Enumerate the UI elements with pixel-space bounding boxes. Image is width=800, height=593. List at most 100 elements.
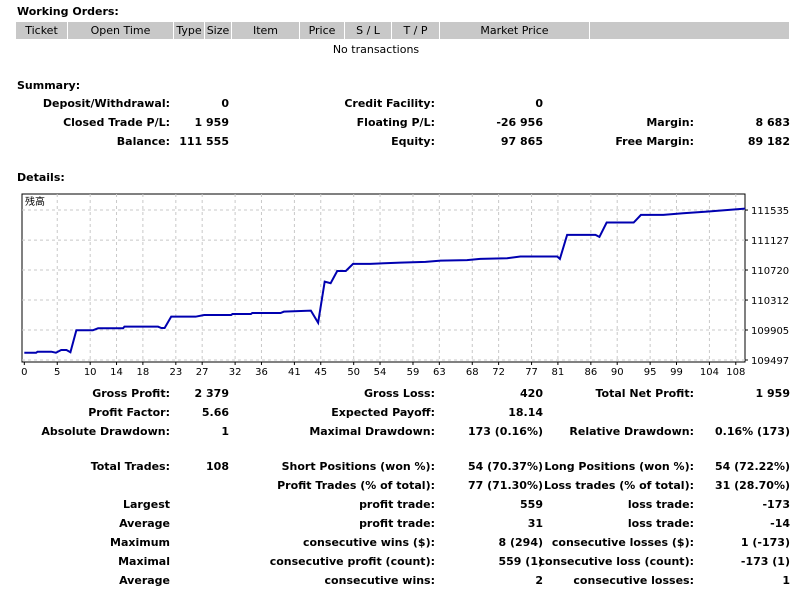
stats-row: Profit Trades (% of total): 77 (71.30%) Lo… [0, 476, 800, 495]
stat-label: consecutive losses ($): [551, 536, 694, 549]
x-tick-label: 36 [255, 367, 268, 378]
stat-label: Largest [123, 498, 170, 511]
x-tick-label: 59 [407, 367, 420, 378]
stat-label: Profit Factor: [88, 406, 170, 419]
stats-row: Largest profit trade: 559 loss trade: -173 [0, 495, 800, 514]
stat-label: Deposit/Withdrawal: [42, 97, 170, 110]
stat-value: 1 (-173) [740, 536, 790, 549]
stats-row: Deposit/Withdrawal: 0 Credit Facility: 0 [0, 94, 800, 113]
column-header[interactable]: S / L [345, 22, 392, 39]
x-tick-label: 86 [584, 367, 597, 378]
stat-value: -173 [762, 498, 790, 511]
stat-value: 111 555 [179, 135, 229, 148]
stat-value: 31 [527, 517, 543, 530]
y-tick-label: 111127 [751, 236, 789, 247]
stats-row: Maximum consecutive wins ($): 8 (294) conse… [0, 533, 800, 552]
stat-value: 5.66 [201, 406, 229, 419]
stat-label: Relative Drawdown: [569, 425, 694, 438]
x-tick-label: 63 [433, 367, 446, 378]
stats-row: Gross Profit: 2 379 Gross Loss: 420 Total Ne… [0, 384, 800, 403]
stat-value: 54 (72.22%) [714, 460, 790, 473]
column-header[interactable]: Price [300, 22, 345, 39]
stat-label: consecutive wins ($): [302, 536, 435, 549]
stat-label: Absolute Drawdown: [41, 425, 170, 438]
stats-row: Average profit trade: 31 loss trade: -14 [0, 514, 800, 533]
stat-value: 31 (28.70%) [714, 479, 790, 492]
column-header[interactable]: Open Time [68, 22, 174, 39]
stat-value: 8 (294) [498, 536, 544, 549]
no-transactions-text: No transactions [332, 43, 420, 56]
stat-value: 1 [221, 425, 229, 438]
column-header[interactable]: Type [174, 22, 205, 39]
column-header[interactable]: T / P [392, 22, 440, 39]
column-header[interactable]: Size [205, 22, 232, 39]
x-tick-label: 54 [374, 367, 387, 378]
balance-chart: 0 5 10 14 18 23 27 32 36 41 45 50 54 59 63 68 72 77 81 86 90… [21, 193, 789, 378]
stat-label: Margin: [646, 116, 694, 129]
column-header[interactable]: Item [232, 22, 300, 39]
stat-label: loss trade: [627, 498, 694, 511]
stat-label: loss trade: [627, 517, 694, 530]
x-tick-label: 23 [169, 367, 182, 378]
stat-label: Total Trades: [90, 460, 170, 473]
column-header[interactable] [590, 22, 790, 39]
stat-value: 0 [221, 97, 229, 110]
stats-row: Balance: 111 555 Equity: 97 865 Free Margin:… [0, 132, 800, 151]
stat-value: 2 379 [194, 387, 229, 400]
stat-value: 0.16% (173) [714, 425, 790, 438]
stat-label: consecutive profit (count): [269, 555, 435, 568]
stat-label: Equity: [391, 135, 435, 148]
stat-value: 18.14 [508, 406, 543, 419]
stat-label: Loss trades (% of total): [543, 479, 694, 492]
x-tick-label: 45 [314, 367, 327, 378]
x-tick-label: 41 [288, 367, 301, 378]
x-tick-label: 27 [196, 367, 209, 378]
x-tick-label: 95 [644, 367, 657, 378]
details-title: Details: [17, 171, 65, 184]
stat-value: 108 [206, 460, 229, 473]
x-tick-label: 10 [84, 367, 97, 378]
y-tick-label: 109497 [751, 356, 789, 367]
stat-label: Profit Trades (% of total): [277, 479, 435, 492]
stat-label: Average [119, 517, 170, 530]
x-tick-label: 50 [347, 367, 360, 378]
stat-value: 8 683 [755, 116, 790, 129]
stat-value: 1 959 [755, 387, 790, 400]
x-tick-label: 5 [54, 367, 60, 378]
y-tick-label: 111535 [751, 206, 789, 217]
stat-label: profit trade: [359, 517, 435, 530]
stat-value: -173 (1) [740, 555, 790, 568]
stat-label: consecutive wins: [324, 574, 435, 587]
stat-value: 1 [782, 574, 790, 587]
stat-value: 0 [535, 97, 543, 110]
balance-line [24, 207, 746, 354]
stat-value: 77 (71.30%) [467, 479, 543, 492]
stat-label: Long Positions (won %): [544, 460, 694, 473]
column-header[interactable]: Market Price [440, 22, 590, 39]
stat-value: 559 (1) [498, 555, 544, 568]
stats-row: Profit Factor: 5.66 Expected Payoff: 18.14 [0, 403, 800, 422]
stat-label: Expected Payoff: [331, 406, 435, 419]
column-header[interactable]: Ticket [16, 22, 68, 39]
chart-title: 残高 [25, 195, 45, 208]
stat-value: 97 865 [500, 135, 543, 148]
y-tick-label: 109905 [751, 326, 789, 337]
stat-value: 420 [520, 387, 543, 400]
stat-value: 173 (0.16%) [467, 425, 543, 438]
stats-row: Total Trades: 108 Short Positions (won %):… [0, 457, 800, 476]
summary-title: Summary: [17, 79, 81, 92]
stats-row: Closed Trade P/L: 1 959 Floating P/L: -26 9… [0, 113, 800, 132]
stats-row: Maximal consecutive profit (count): 559 (1… [0, 552, 800, 571]
stat-label: consecutive losses: [573, 574, 694, 587]
x-tick-label: 18 [137, 367, 150, 378]
stat-label: Closed Trade P/L: [63, 116, 170, 129]
stat-label: profit trade: [359, 498, 435, 511]
stat-value: 1 959 [194, 116, 229, 129]
stat-label: Credit Facility: [344, 97, 435, 110]
stat-label: Gross Profit: [92, 387, 170, 400]
stat-label: Short Positions (won %): [281, 460, 435, 473]
stat-value: 559 [520, 498, 543, 511]
stat-label: Maximum [110, 536, 170, 549]
x-tick-label: 68 [466, 367, 479, 378]
x-tick-label: 81 [552, 367, 565, 378]
